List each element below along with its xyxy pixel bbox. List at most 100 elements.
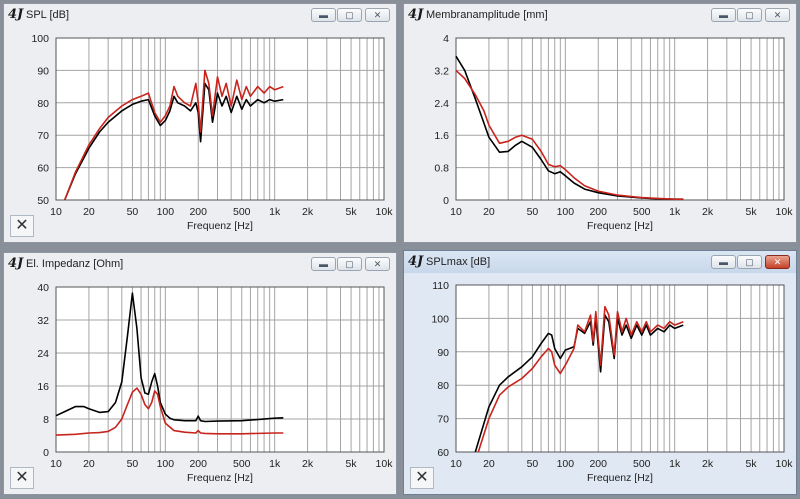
plot-area <box>56 287 384 452</box>
x-tick-label: 20 <box>483 206 495 218</box>
x-tick-label: 20 <box>483 458 495 470</box>
x-axis-label: Frequenz [Hz] <box>587 472 653 484</box>
x-tick-label: 100 <box>157 206 175 218</box>
y-tick-label: 90 <box>37 65 49 77</box>
x-tick-label: 5k <box>346 206 358 218</box>
minimize-button[interactable]: ▬ <box>711 255 736 269</box>
minimize-button[interactable]: ▬ <box>311 257 336 271</box>
x-tick-label: 10k <box>776 206 794 218</box>
x-tick-label: 10 <box>450 458 462 470</box>
x-tick-label: 20 <box>83 206 95 218</box>
window-title: Membranamplitude [mm] <box>426 9 548 21</box>
window-title: SPL [dB] <box>26 9 70 21</box>
y-tick-label: 0 <box>43 447 49 459</box>
x-tick-label: 2k <box>302 458 314 470</box>
y-tick-label: 50 <box>37 195 49 207</box>
plot-frame <box>455 284 785 453</box>
x-tick-label: 2k <box>302 206 314 218</box>
x-axis-label: Frequenz [Hz] <box>587 220 653 232</box>
x-tick-label: 5k <box>746 458 758 470</box>
x-tick-label: 50 <box>527 206 539 218</box>
x-tick-label: 200 <box>589 206 607 218</box>
x-tick-label: 10k <box>776 458 794 470</box>
grid-lines <box>456 37 784 201</box>
x-axis-label: Frequenz [Hz] <box>187 472 253 484</box>
x-tick-label: 1k <box>669 206 681 218</box>
x-tick-label: 100 <box>557 206 575 218</box>
y-tick-label: 40 <box>37 282 49 294</box>
y-tick-label: 0 <box>443 195 449 207</box>
y-tick-label: 16 <box>37 381 49 393</box>
x-tick-label: 500 <box>633 206 651 218</box>
impedanz-chart: 0 8 16 24 32 40 10 20 50 100 200 500 1k 2k 5k 10k Freque… <box>37 282 394 484</box>
close-button[interactable]: ✕ <box>765 255 790 269</box>
x-tick-label: 10 <box>450 206 462 218</box>
y-tick-label: 60 <box>437 447 449 459</box>
y-tick-label: 100 <box>431 313 449 325</box>
close-button[interactable]: ✕ <box>765 8 790 22</box>
y-tick-label: 100 <box>31 33 49 45</box>
minimize-button[interactable]: ▬ <box>711 8 736 22</box>
app-logo: 4J <box>8 7 24 22</box>
y-tick-label: 3.2 <box>434 65 449 77</box>
x-tick-label: 50 <box>527 458 539 470</box>
cursor-tool-button[interactable]: ✕ <box>410 467 434 489</box>
y-tick-label: 80 <box>437 380 449 392</box>
y-tick-label: 70 <box>37 130 49 142</box>
titlebar[interactable]: 4J SPL [dB] ▬ ▢ ✕ <box>4 4 396 26</box>
minimize-button[interactable]: ▬ <box>311 8 336 22</box>
x-tick-label: 200 <box>589 458 607 470</box>
plot-frame <box>455 37 785 201</box>
x-tick-label: 2k <box>702 458 714 470</box>
y-tick-label: 2.4 <box>434 98 449 110</box>
y-tick-label: 60 <box>37 163 49 175</box>
y-tick-label: 90 <box>437 347 449 359</box>
titlebar[interactable]: 4J Membranamplitude [mm] ▬ ▢ ✕ <box>404 4 796 26</box>
cursor-tool-button[interactable]: ✕ <box>10 215 34 237</box>
titlebar[interactable]: 4J SPLmax [dB] ▬ ▢ ✕ <box>404 251 796 273</box>
close-button[interactable]: ✕ <box>365 257 390 271</box>
close-button[interactable]: ✕ <box>365 8 390 22</box>
maximize-button[interactable]: ▢ <box>737 8 762 22</box>
maximize-button[interactable]: ▢ <box>337 8 362 22</box>
series-line-black <box>63 82 284 201</box>
splmax-chart: 60 70 80 90 100 110 10 20 50 100 200 500 1k 2k 5k 10k Fr… <box>431 280 794 484</box>
x-axis-label: Frequenz [Hz] <box>187 220 253 232</box>
plot-area <box>456 285 784 452</box>
x-tick-label: 10 <box>50 206 62 218</box>
window-splmax[interactable]: 4J SPLmax [dB] ▬ ▢ ✕ 60 70 80 90 100 110 10 20 5… <box>403 250 797 495</box>
plot-area <box>456 38 784 200</box>
cursor-tool-button[interactable]: ✕ <box>10 467 34 489</box>
x-tick-label: 5k <box>746 206 758 218</box>
spl-chart: 50 60 70 80 90 100 10 20 50 100 200 500 1k 2k 5k 10k Fre… <box>31 33 394 232</box>
y-tick-label: 24 <box>37 348 49 360</box>
app-logo: 4J <box>8 256 24 271</box>
window-spl[interactable]: 4J SPL [dB] ▬ ▢ ✕ 50 60 70 80 90 100 10 20 50 100… <box>3 3 397 243</box>
titlebar[interactable]: 4J El. Impedanz [Ohm] ▬ ▢ ✕ <box>4 253 396 275</box>
maximize-button[interactable]: ▢ <box>337 257 362 271</box>
app-logo: 4J <box>408 254 424 269</box>
y-tick-label: 8 <box>43 414 49 426</box>
window-title: El. Impedanz [Ohm] <box>26 258 124 270</box>
series-line-red <box>63 69 284 201</box>
grid-lines <box>56 37 384 201</box>
x-tick-label: 500 <box>233 458 251 470</box>
x-tick-label: 100 <box>557 458 575 470</box>
plot-area <box>56 38 384 200</box>
window-membranamplitude[interactable]: 4J Membranamplitude [mm] ▬ ▢ ✕ 0 0.8 1.6 2.… <box>403 3 797 243</box>
x-tick-label: 10k <box>376 458 394 470</box>
y-tick-label: 0.8 <box>434 163 449 175</box>
x-tick-label: 10 <box>50 458 62 470</box>
window-impedanz[interactable]: 4J El. Impedanz [Ohm] ▬ ▢ ✕ 0 8 16 24 32 40 10… <box>3 252 397 495</box>
y-tick-label: 80 <box>37 98 49 110</box>
series-line-red <box>477 305 684 453</box>
x-tick-label: 10k <box>376 206 394 218</box>
plot-frame <box>55 37 385 201</box>
x-tick-label: 100 <box>157 458 175 470</box>
series-line-red <box>455 69 684 200</box>
x-tick-label: 50 <box>127 458 139 470</box>
x-tick-label: 5k <box>346 458 358 470</box>
maximize-button[interactable]: ▢ <box>737 255 762 269</box>
x-tick-label: 1k <box>269 206 281 218</box>
membranamplitude-chart: 0 0.8 1.6 2.4 3.2 4 10 20 50 100 200 500 1k 2k 5k 10k Fr… <box>434 33 794 232</box>
